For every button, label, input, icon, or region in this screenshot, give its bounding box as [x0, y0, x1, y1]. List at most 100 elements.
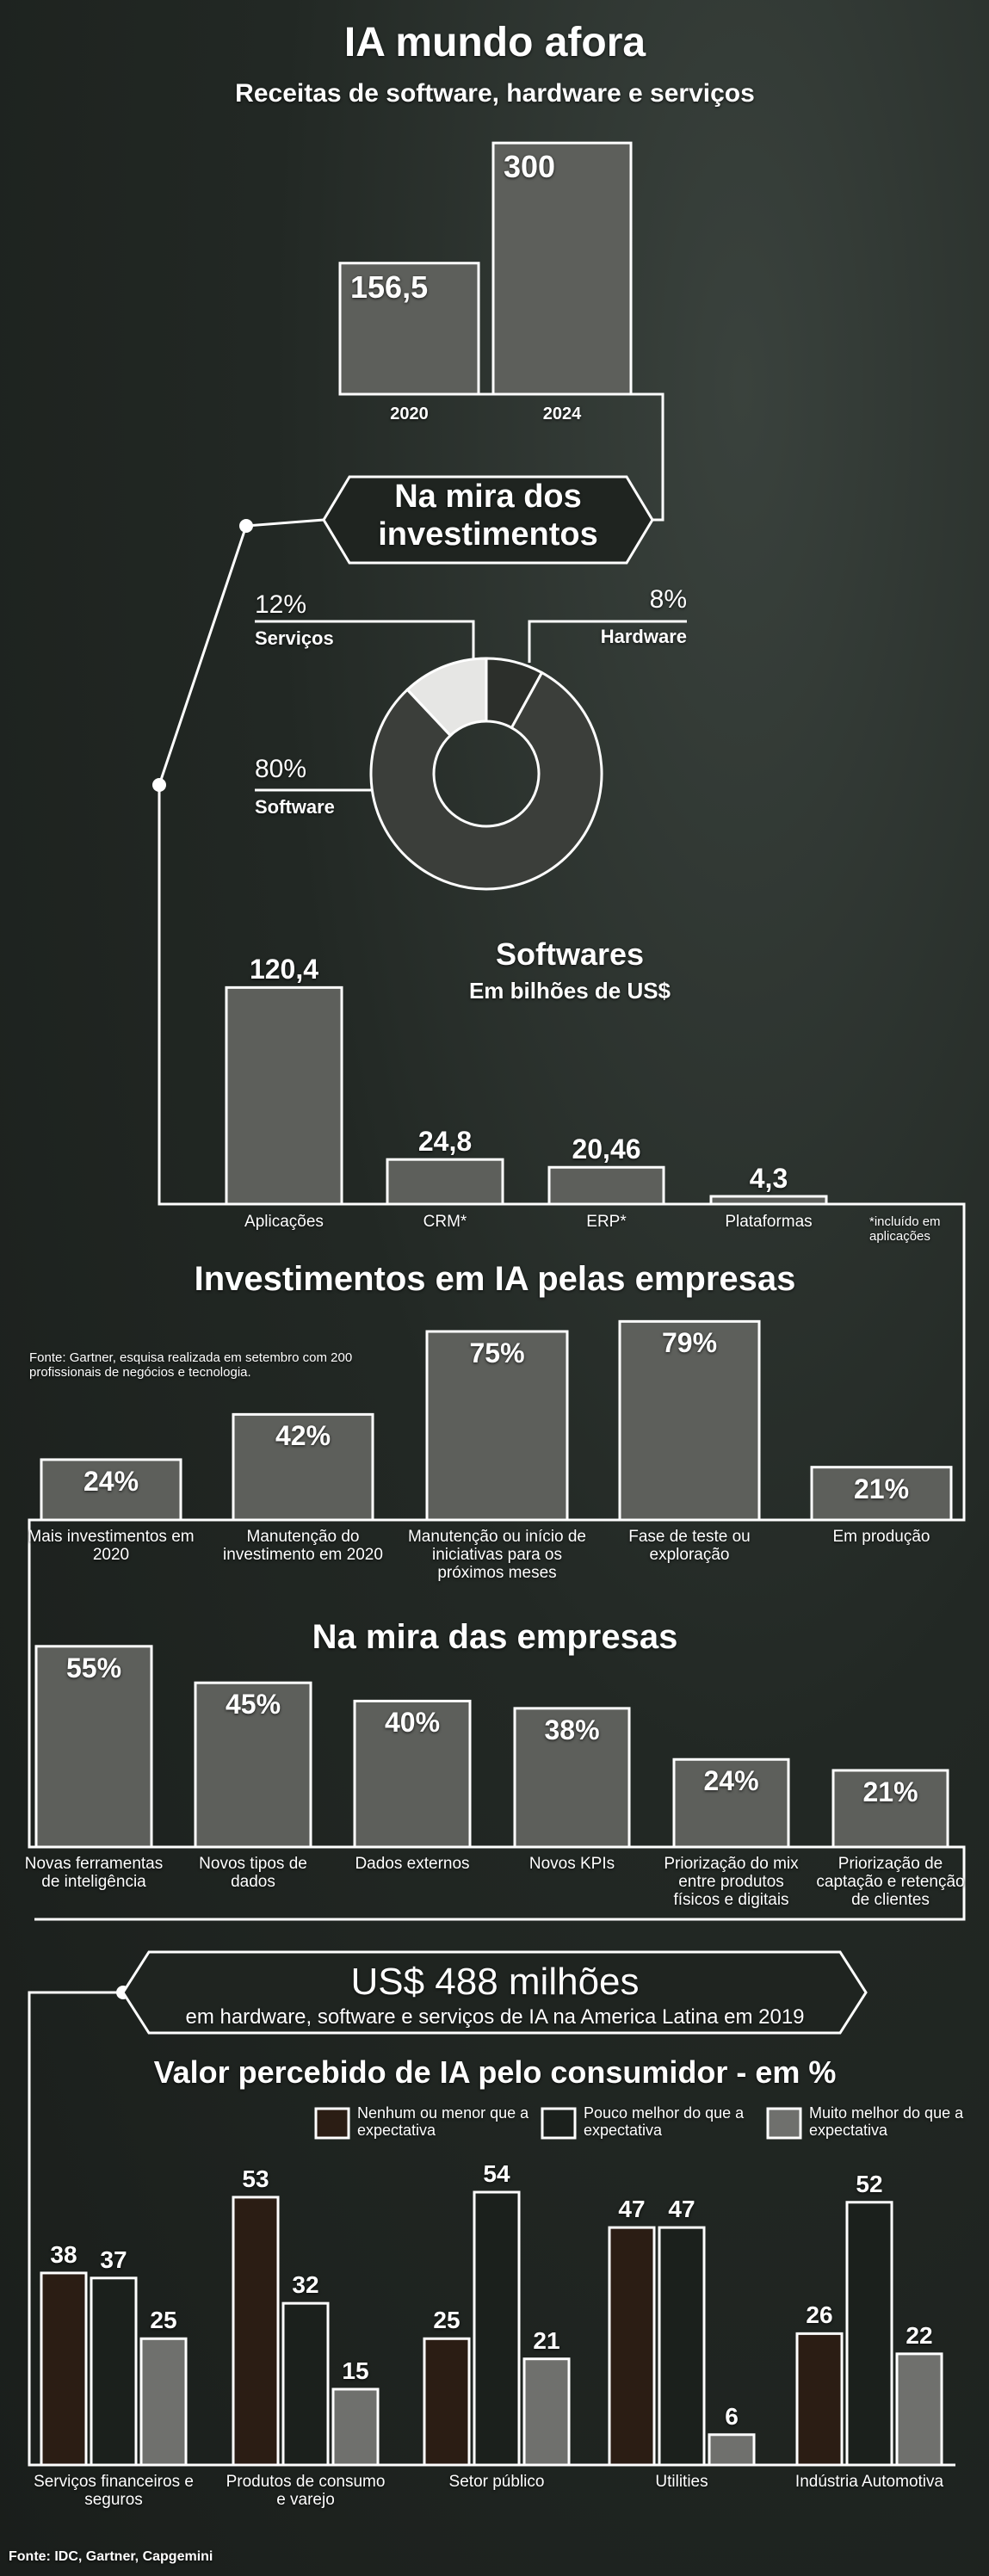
- value-label: 47: [668, 2196, 695, 2223]
- bar: [473, 2190, 521, 2467]
- bar: [810, 1466, 953, 1522]
- bar: [40, 2271, 88, 2467]
- value-label: 15: [342, 2357, 369, 2384]
- value-label: 21%: [862, 1776, 918, 1807]
- value-label: 120,4: [249, 954, 319, 985]
- category-label: Serviços: [255, 627, 334, 649]
- bar: [40, 1458, 182, 1522]
- value-label: 53: [242, 2165, 269, 2192]
- value-label: 38%: [544, 1714, 600, 1745]
- bar: [232, 1412, 374, 1522]
- value-label: 37: [100, 2246, 127, 2273]
- category-label: Fase de teste ou exploração: [628, 1528, 751, 1564]
- category-label: Hardware: [600, 626, 687, 647]
- value-label: 12%: [255, 590, 307, 619]
- source: Fonte: IDC, Gartner, Capgemini: [9, 2549, 213, 2564]
- bar: [513, 1707, 631, 1849]
- value-label: 8%: [649, 585, 687, 614]
- bar: [225, 985, 343, 1206]
- bar: [353, 1699, 472, 1849]
- value-label: 4,3: [749, 1163, 788, 1194]
- category-label: Plataformas: [725, 1213, 813, 1231]
- value-label: 32: [292, 2271, 319, 2299]
- chart-title: Valor percebido de IA pelo consumidor - …: [153, 2054, 837, 2090]
- callout-title: US$ 488 milhões: [350, 1961, 640, 2003]
- value-label: 47: [618, 2196, 646, 2223]
- value-label: 40%: [384, 1707, 441, 1739]
- bar: [608, 2226, 656, 2467]
- value-label: 300: [504, 149, 556, 185]
- category-label: Priorização de captação e retenção de cl…: [816, 1855, 965, 1909]
- bar: [491, 141, 633, 396]
- chart-note: Fonte: Gartner, esquisa realizada em set…: [29, 1350, 353, 1380]
- value-label: 25: [433, 2307, 461, 2334]
- category-label: CRM*: [423, 1213, 467, 1231]
- chart-title: IA mundo afora: [343, 20, 646, 65]
- legend-swatch: [766, 2107, 802, 2140]
- bar: [331, 2388, 380, 2467]
- chart-title: Na mira das empresas: [312, 1618, 678, 1656]
- chart-title: Na mira dos investimentos: [378, 479, 598, 553]
- bar: [281, 2301, 330, 2467]
- category-label: Manutenção do investimento em 2020: [223, 1528, 383, 1564]
- value-label: 156,5: [350, 269, 429, 305]
- category-label: Novos tipos de dados: [199, 1855, 307, 1891]
- category-label: Em produção: [832, 1528, 930, 1546]
- value-label: 22: [906, 2321, 933, 2349]
- bar: [194, 1681, 312, 1849]
- value-label: 20,46: [572, 1134, 641, 1165]
- value-label: 24%: [83, 1465, 139, 1497]
- bar: [547, 1165, 665, 1206]
- bar: [232, 2196, 280, 2467]
- value-label: 42%: [275, 1420, 331, 1452]
- category-label: Priorização do mix entre produtos físico…: [664, 1855, 799, 1909]
- category-label: Mais investimentos em 2020: [28, 1528, 195, 1564]
- bar: [658, 2226, 706, 2467]
- bar: [618, 1319, 761, 1522]
- legend-swatch: [541, 2107, 577, 2140]
- bar: [34, 1645, 153, 1849]
- category-label: Indústria Automotiva: [794, 2473, 944, 2491]
- category-label: Novos KPIs: [528, 1855, 615, 1873]
- donut-slice: [405, 657, 488, 738]
- chart-title: Investimentos em IA pelas empresas: [194, 1260, 796, 1298]
- value-label: 26: [806, 2301, 833, 2329]
- bar: [139, 2337, 188, 2467]
- legend-swatch: [314, 2107, 350, 2140]
- bar: [90, 2276, 138, 2467]
- chart-subtitle: Receitas de software, hardware e serviço…: [235, 79, 755, 108]
- value-label: 45%: [225, 1689, 281, 1720]
- chart-note: *incluído em aplicações: [869, 1214, 941, 1244]
- value-label: 79%: [661, 1327, 718, 1359]
- category-label: Produtos de consumo e varejo: [226, 2473, 386, 2509]
- category-label: 2024: [542, 405, 582, 423]
- bar: [831, 1769, 949, 1849]
- bar: [338, 262, 480, 396]
- category-label: ERP*: [586, 1213, 627, 1231]
- bar: [425, 1330, 569, 1522]
- category-label: Novas ferramentas de inteligência: [24, 1855, 164, 1891]
- chart-title: Softwares: [495, 936, 645, 972]
- category-label: Manutenção ou início de iniciativas para…: [407, 1528, 587, 1582]
- value-label: 54: [483, 2160, 510, 2188]
- value-label: 52: [856, 2170, 883, 2197]
- callout-subtitle: em hardware, software e serviços de IA n…: [185, 2005, 805, 2029]
- value-label: 24,8: [417, 1126, 473, 1158]
- category-label: Aplicações: [244, 1213, 324, 1231]
- value-label: 21: [533, 2326, 560, 2354]
- bar: [795, 2332, 844, 2467]
- category-label: Serviços financeiros e seguros: [34, 2473, 194, 2509]
- bar: [386, 1158, 504, 1206]
- bar: [708, 2433, 756, 2467]
- donut-slice: [369, 670, 603, 891]
- legend-label: Muito melhor do que a expectativa: [809, 2104, 964, 2139]
- bar: [895, 2352, 943, 2467]
- category-label: Setor público: [448, 2473, 545, 2491]
- category-label: Dados externos: [355, 1855, 470, 1873]
- category-label: Software: [255, 796, 335, 818]
- bar: [522, 2357, 571, 2467]
- bar: [423, 2337, 471, 2467]
- value-label: 21%: [853, 1473, 910, 1504]
